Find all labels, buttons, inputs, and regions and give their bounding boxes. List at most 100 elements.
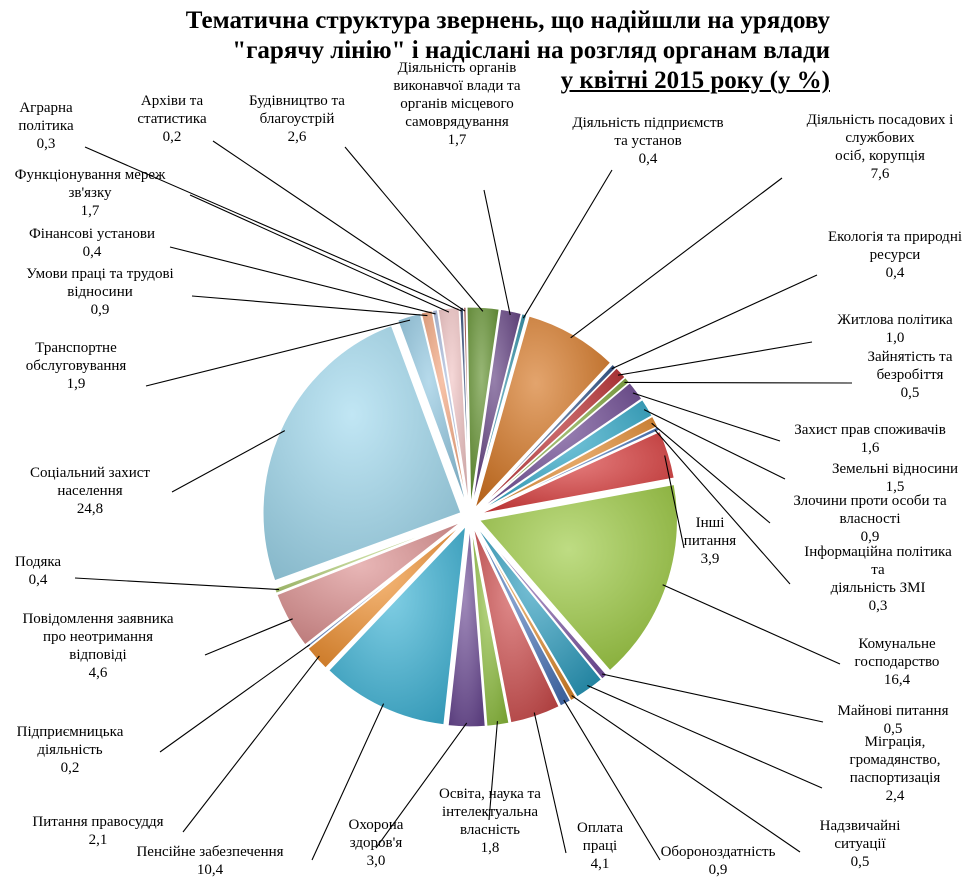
slice-name-line: господарство [855, 654, 940, 670]
slice-name-line: та установ [614, 133, 681, 149]
slice-value: 0,4 [639, 151, 658, 167]
slice-value: 3,0 [367, 853, 386, 869]
leader-line-23 [311, 703, 385, 861]
pie-slice-5 [472, 312, 528, 508]
slice-label-2: Архіви та статистика 0,2 [137, 93, 207, 145]
leader-line-21 [488, 721, 498, 821]
slice-label-23: Пенсійне забезпечення 10,4 [136, 844, 283, 878]
slice-value: 0,9 [91, 302, 110, 318]
leader-line-10 [632, 392, 781, 442]
slice-value: 0,2 [163, 129, 182, 145]
pie-slice-6 [474, 315, 612, 509]
slice-value: 7,6 [871, 166, 890, 182]
slice-value: 0,5 [884, 721, 903, 737]
leader-line-7 [611, 274, 818, 370]
slice-name-line: Аграрна [19, 100, 73, 116]
slice-name-line: службових [845, 130, 915, 146]
slice-name-line: Екологія та природні [828, 229, 962, 245]
leader-line-28 [171, 430, 286, 493]
slice-label-14: Інші питання 3,9 [684, 515, 737, 567]
slice-label-9: Зайнятість та безробіття 0,5 [867, 349, 952, 401]
slice-label-15: Комунальне господарство 16,4 [855, 636, 940, 688]
leader-line-3 [344, 146, 484, 312]
slice-name-line: Діяльність органів [398, 60, 517, 76]
slice-label-22: Охорона здоров'я 3,0 [349, 817, 404, 869]
slice-name-line: Функціонування мереж [15, 167, 166, 183]
leader-line-11 [643, 409, 786, 480]
slice-name-line: Майнові питання [838, 703, 949, 719]
slice-value: 0,5 [901, 385, 920, 401]
slice-name-line: статистика [137, 111, 207, 127]
leader-line-5 [522, 169, 613, 319]
slice-name-line: Оплата [577, 820, 623, 836]
slice-name-line: Міграція, [865, 734, 926, 750]
pie-slice-28 [262, 324, 462, 582]
leader-line-26 [204, 618, 293, 656]
slice-label-13: Інформаційна політика та діяльність ЗМІ 0,3 [804, 544, 952, 614]
leader-line-31 [169, 246, 436, 315]
slice-name-line: Комунальне [858, 636, 936, 652]
leader-line-13 [654, 429, 791, 585]
slice-value: 1,7 [448, 132, 467, 148]
slice-name-line: та [871, 562, 885, 578]
slice-name-line: Соціальний захист [30, 465, 150, 481]
slice-name-line: власність [460, 822, 520, 838]
slice-name-line: інтелектуальна [442, 804, 538, 820]
slice-value: 0,4 [886, 265, 905, 281]
slice-value: 0,2 [61, 760, 80, 776]
slice-name-line: самоврядування [405, 114, 509, 130]
slice-name-line: здоров'я [350, 835, 403, 851]
slice-value: 4,6 [89, 665, 108, 681]
slice-name-line: виконавчої влади та [393, 78, 520, 94]
slice-label-8: Житлова політика 1,0 [837, 312, 953, 346]
slice-name-line: Зайнятість та [867, 349, 952, 365]
leader-line-25 [159, 644, 311, 753]
pie-slice-31 [431, 308, 469, 508]
slice-name-line: Пенсійне забезпечення [136, 844, 283, 860]
slice-name-line: Транспортне [35, 340, 117, 356]
slice-name-line: благоустрій [260, 111, 335, 127]
pie-slice-24 [307, 523, 464, 669]
slice-label-19: Обороноздатність 0,9 [661, 844, 776, 878]
slice-name-line: Земельні відносини [832, 461, 958, 477]
pie-slice-14 [479, 430, 676, 515]
slice-name-line: Повідомлення заявника [22, 611, 173, 627]
leader-line-17 [587, 684, 823, 789]
leader-line-2 [212, 140, 466, 312]
slice-value: 0,3 [869, 598, 888, 614]
slice-name-line: ресурси [870, 247, 921, 263]
slice-name-line: Охорона [349, 817, 404, 833]
pie-slices [262, 306, 679, 728]
slice-label-10: Захист прав споживачів 1,6 [794, 422, 946, 456]
pie-slice-3 [466, 306, 500, 508]
leader-line-30 [191, 295, 428, 317]
leader-line-8 [617, 341, 813, 376]
leader-line-12 [651, 422, 771, 524]
leader-line-16 [601, 673, 824, 723]
slice-label-30: Умови праці та трудові відносини 0,9 [26, 266, 173, 318]
leader-line-15 [662, 584, 841, 665]
slice-name-line: громадянство, [850, 752, 941, 768]
chart-title-line-2: "гарячу лінію" і надіслані на розгляд ор… [232, 37, 830, 64]
slice-name-line: Фінансові установи [29, 226, 155, 242]
slice-name-line: Архіви та [141, 93, 204, 109]
slice-name-line: Подяка [15, 554, 61, 570]
slice-name-line: відносини [67, 284, 133, 300]
slice-name-line: зв'язку [68, 185, 112, 201]
slice-label-11: Земельні відносини 1,5 [832, 461, 958, 495]
slice-name-line: відповіді [69, 647, 126, 663]
slice-value: 1,6 [861, 440, 880, 456]
leader-line-9 [624, 381, 853, 384]
slice-label-12: Злочини проти особи та власності 0,9 [793, 493, 947, 545]
slice-name-line: Підприємницька [17, 724, 124, 740]
leader-line-22 [375, 722, 468, 849]
slice-label-17: Міграція, громадянство, паспортизація 2,4 [850, 734, 941, 804]
slice-name-line: праці [583, 838, 617, 854]
slice-name-line: про неотримання [43, 629, 153, 645]
leader-line-29 [145, 319, 411, 387]
leader-line-32 [189, 194, 450, 313]
slice-name-line: Житлова політика [837, 312, 953, 328]
slice-label-20: Оплата праці 4,1 [577, 820, 623, 872]
slice-value: 10,4 [197, 862, 224, 878]
